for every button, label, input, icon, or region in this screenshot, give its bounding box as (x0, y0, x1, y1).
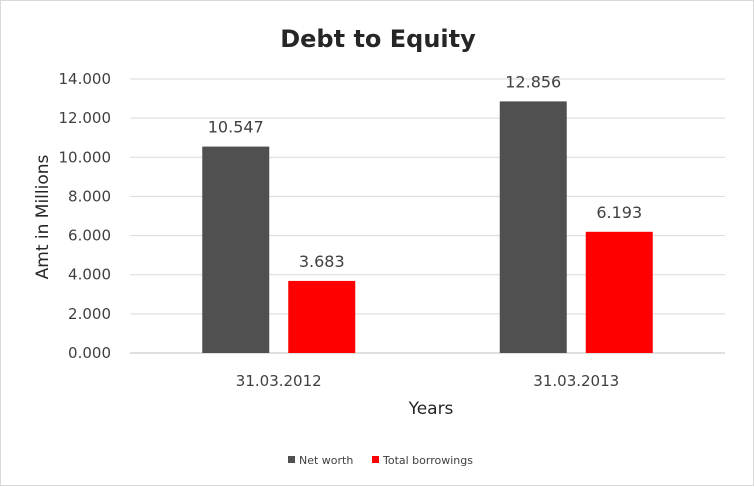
y-tick-label: 14.000 (59, 70, 112, 88)
data-label: 12.856 (505, 72, 561, 91)
legend-swatch (288, 456, 295, 463)
y-axis-title: Amt in Millions (33, 154, 53, 279)
bar-net-worth (499, 101, 567, 354)
chart-title: Debt to Equity (280, 25, 476, 53)
bar-total-borrowings (288, 280, 356, 353)
x-axis-ticks: 31.03.2012 31.03.2013 (236, 372, 619, 390)
y-tick-label: 2.000 (68, 305, 111, 323)
y-tick-label: 6.000 (68, 227, 111, 245)
data-label: 3.683 (299, 252, 345, 271)
data-labels: 10.547 3.683 12.856 6.193 (208, 72, 642, 271)
legend-label: Total borrowings (382, 454, 473, 467)
y-tick-label: 0.000 (68, 344, 111, 362)
legend: Net worth Total borrowings (288, 454, 473, 467)
data-label: 6.193 (596, 203, 642, 222)
bar-net-worth (202, 146, 270, 353)
data-label: 10.547 (208, 118, 264, 137)
bar-total-borrowings (585, 231, 653, 353)
y-tick-label: 12.000 (59, 109, 112, 127)
x-axis-title: Years (408, 399, 454, 419)
legend-label: Net worth (299, 454, 353, 467)
y-tick-label: 8.000 (68, 187, 111, 205)
x-tick-label: 31.03.2013 (533, 372, 619, 390)
y-tick-label: 4.000 (68, 266, 111, 284)
bars (202, 101, 653, 354)
y-tick-label: 10.000 (59, 148, 112, 166)
y-axis-ticks: 0.000 2.000 4.000 6.000 8.000 10.000 12.000 14.… (59, 70, 112, 362)
x-tick-label: 31.03.2012 (236, 372, 322, 390)
legend-swatch (372, 456, 379, 463)
